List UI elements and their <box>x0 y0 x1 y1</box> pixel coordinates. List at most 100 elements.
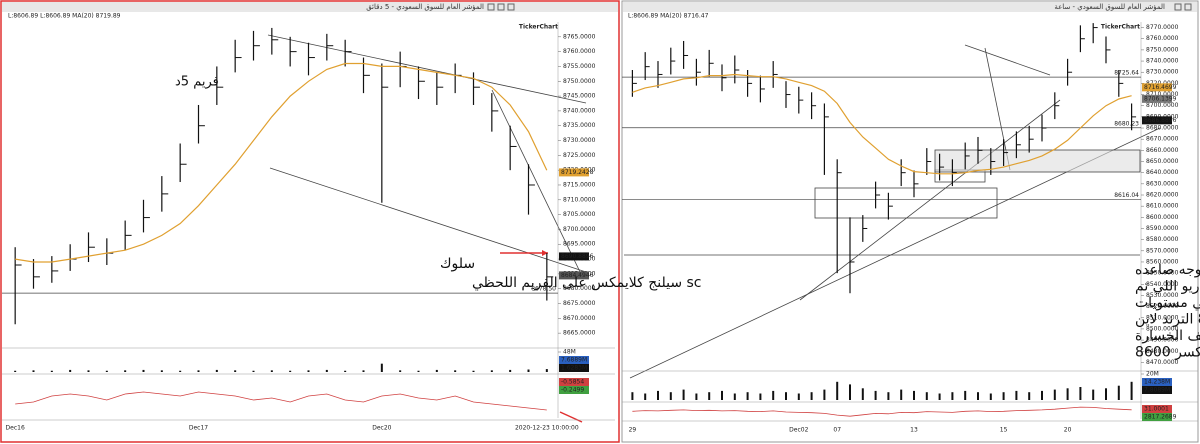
volume-bar <box>964 390 967 400</box>
volume-bar <box>362 370 365 372</box>
level-label: 8678.50 <box>531 286 556 293</box>
panel-frame[interactable] <box>621 0 1199 443</box>
volume-bar <box>836 381 839 400</box>
x-tick-label: Dec02 <box>789 427 808 434</box>
y-tick-label: 8745.0000 <box>563 93 596 100</box>
volume-tag-label: 1.6283M <box>561 365 587 372</box>
volume-bar <box>14 370 17 372</box>
y-tick-label: 8510.0000 <box>1146 314 1179 321</box>
y-tick-label: 8715.0000 <box>563 181 596 188</box>
volume-bar <box>105 370 108 372</box>
volume-bar <box>644 393 647 400</box>
y-tick-label: 8490.0000 <box>1146 337 1179 344</box>
y-tick-label: 8680.0000 <box>563 285 596 292</box>
volume-bar <box>160 370 163 372</box>
volume-bar <box>1015 390 1018 400</box>
volume-bar <box>925 392 928 400</box>
volume-bar <box>669 392 672 400</box>
y-tick-label: 8705.0000 <box>563 211 596 218</box>
y-tick-label: 8750.0000 <box>1146 46 1179 53</box>
x-tick-label: 15 <box>1000 427 1008 434</box>
level-label: 8616.04 <box>1114 192 1139 199</box>
volume-bar <box>142 369 145 372</box>
source-label: TickerChart <box>1101 24 1140 31</box>
x-tick-label: 2020-12-23 10:00:00 <box>515 425 579 432</box>
volume-bar <box>657 390 659 400</box>
volume-tag <box>559 364 589 372</box>
volume-bar <box>289 370 292 372</box>
volume-bar <box>270 370 273 372</box>
volume-bar <box>1002 392 1005 400</box>
volume-bar <box>197 370 200 372</box>
volume-bar <box>785 392 787 400</box>
volume-bar <box>682 389 685 400</box>
moving-average <box>15 62 548 263</box>
price-tag <box>1142 116 1172 125</box>
annotation: السيناريو الي الان ايجابي وان الموجه صاع… <box>1135 262 1200 278</box>
volume-bar <box>124 370 127 372</box>
price-tag-label: 8706.1399 <box>1144 95 1177 102</box>
oscillator-line <box>632 406 1132 417</box>
volume-tag-label: 14.238M <box>1144 379 1170 386</box>
volume-bar <box>1041 390 1043 400</box>
y-tick-label: 8735.0000 <box>563 122 596 129</box>
volume-bar <box>509 369 512 372</box>
x-tick-label: Dec16 <box>6 425 25 432</box>
y-tick-label: 8470.0000 <box>1146 359 1179 366</box>
window-buttons[interactable] <box>487 3 1192 11</box>
volume-bar <box>380 363 383 372</box>
volume-bar <box>938 393 941 400</box>
osc-tag <box>559 386 589 394</box>
y-tick-label: 8600.0000 <box>1146 214 1179 221</box>
volume-bar <box>733 393 736 400</box>
x-tick-label: 07 <box>833 427 841 434</box>
osc-tag <box>1142 413 1172 421</box>
price-tag-label: 8716.4699 <box>1144 84 1177 91</box>
volume-bar <box>746 392 749 400</box>
volume-bar <box>179 370 182 372</box>
volume-bar <box>307 370 310 372</box>
price-tag <box>1142 94 1172 103</box>
volume-bar <box>1053 389 1056 400</box>
y-tick-label: 8500.0000 <box>1146 325 1179 332</box>
annotation: وفشل السيناريو كسر 8600 <box>1135 345 1200 361</box>
volume-bar <box>545 369 548 372</box>
volume-bar <box>900 389 903 400</box>
y-tick-label: 8480.0000 <box>1146 348 1179 355</box>
moving-average <box>632 73 1132 175</box>
y-tick-label: 8765.0000 <box>563 33 596 40</box>
osc-tag-label: 31.0001 <box>1144 406 1169 413</box>
volume-tag-label: 7.8089M <box>1144 387 1170 394</box>
volume-bar <box>913 390 915 400</box>
y-tick-label: 8570.0000 <box>1146 247 1179 254</box>
price-tag-label: 8719.2428 <box>561 169 594 176</box>
volume-bar <box>797 393 800 400</box>
title-bar <box>623 2 1197 12</box>
y-tick-label: 8540.0000 <box>1146 281 1179 288</box>
price-tag <box>559 252 589 261</box>
annotation: وتستهدف 8820 و مازلنا على نفس السيناريو … <box>1135 279 1200 295</box>
title-bar <box>2 2 618 12</box>
y-tick-label: 8770.0000 <box>1146 24 1179 31</box>
osc-tag-label: 2817.2689 <box>1144 414 1177 421</box>
volume-tick-label: 20M <box>1146 371 1159 378</box>
chart-header: L:8606.89 MA(20) 8716.47 <box>628 13 709 20</box>
volume-tick-label: 48M <box>563 349 576 356</box>
x-tick-label: Dec17 <box>189 425 208 432</box>
volume-bar <box>1117 385 1120 400</box>
price-tag <box>1142 83 1172 92</box>
y-tick-label: 8695.0000 <box>563 241 596 248</box>
panel-frame[interactable] <box>0 0 620 443</box>
annotation: ويعتبر الى الان جني ارباح اعادي وقف الخس… <box>1135 328 1200 344</box>
y-tick-label: 8670.0000 <box>1146 136 1179 143</box>
x-tick-label: 20 <box>1064 427 1072 434</box>
price-tag-label: 8690.8896 <box>561 253 594 260</box>
y-tick-label: 8760.0000 <box>563 48 596 55</box>
volume-bar <box>989 393 992 400</box>
price-tag <box>559 168 589 177</box>
y-tick-label: 8675.0000 <box>563 300 596 307</box>
x-tick-label: 29 <box>629 427 637 434</box>
price-tag-label: 8684.4946 <box>561 272 594 279</box>
volume-bar <box>708 392 711 400</box>
volume-bar <box>344 370 347 372</box>
